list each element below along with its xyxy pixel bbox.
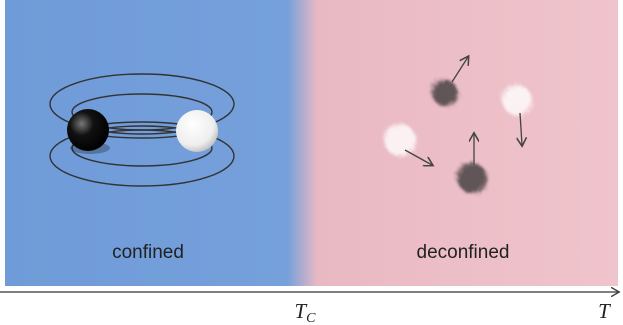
critical-temperature-label: TC: [294, 299, 316, 325]
page: confined deconfined TC T (() => { const …: [0, 0, 623, 325]
region-label: confined: [112, 242, 184, 263]
quark: [67, 109, 109, 151]
region-label: deconfined: [417, 242, 510, 263]
axis-label: T: [598, 299, 611, 323]
critical-subscript: C: [306, 311, 316, 325]
diagram: confined deconfined TC T: [0, 0, 623, 325]
antiquark: [176, 110, 218, 152]
